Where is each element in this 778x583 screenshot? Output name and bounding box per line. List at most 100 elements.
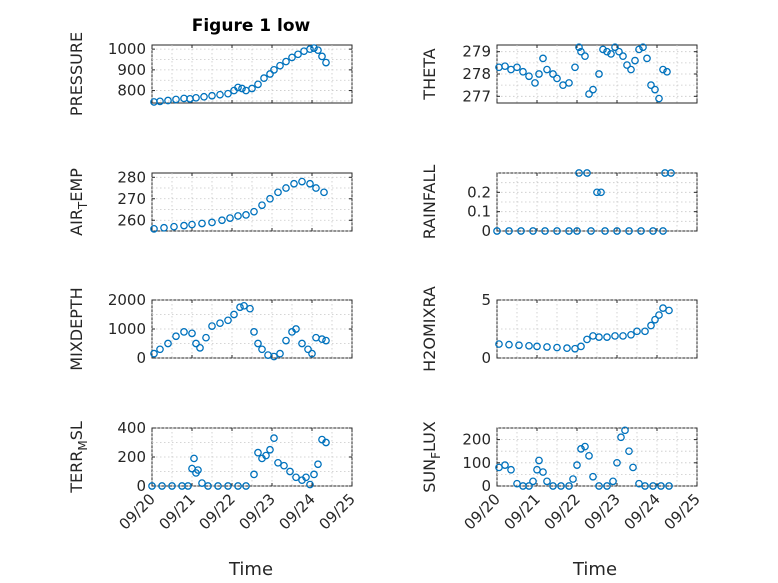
data-point: [310, 44, 318, 52]
data-point: [156, 345, 164, 354]
x-tick-label: 09/20: [461, 490, 504, 533]
data-point: [519, 67, 527, 76]
x-tick-label: 09/25: [316, 490, 359, 533]
data-point: [286, 467, 294, 476]
data-point: [665, 306, 673, 315]
y-tick-label: 1000: [108, 320, 146, 338]
data-point: [290, 179, 298, 188]
data-point: [224, 316, 232, 325]
data-point: [314, 460, 322, 469]
data-point: [637, 227, 645, 235]
y-tick-label: 2000: [108, 291, 146, 309]
data-point: [595, 482, 603, 490]
data-point: [577, 47, 585, 56]
y-tick-label: 100: [462, 454, 491, 472]
data-point: [603, 333, 611, 341]
y-tick-label: 900: [117, 61, 146, 79]
data-point: [569, 475, 577, 483]
data-point: [282, 336, 290, 345]
data-point: [180, 221, 188, 230]
data-point: [565, 227, 573, 235]
data-point: [160, 223, 168, 232]
data-point: [619, 52, 627, 61]
data-point: [629, 463, 637, 472]
data-point: [633, 327, 641, 336]
data-point: [266, 70, 274, 78]
data-point: [607, 50, 615, 58]
data-point: [583, 169, 591, 177]
data-point: [589, 472, 597, 481]
data-point: [563, 344, 571, 352]
data-point: [234, 212, 242, 220]
data-point: [172, 95, 180, 104]
data-point: [535, 456, 543, 465]
data-point: [202, 333, 210, 342]
subplot-1: 800 900 1000 PRESSURE: [67, 32, 353, 116]
data-point: [306, 179, 314, 188]
data-point: [192, 93, 200, 102]
y-tick-label: 0: [136, 477, 146, 495]
data-point: [310, 470, 318, 479]
y-tick-label: 278: [462, 65, 491, 83]
y-tick-label: 0: [136, 349, 146, 367]
subplot-4: 00.1 0.2 RAINFALL: [420, 165, 698, 240]
data-point: [304, 345, 312, 354]
data-point: [613, 227, 621, 235]
y-tick-label: 279: [462, 43, 491, 61]
data-point: [276, 349, 284, 358]
data-point: [224, 482, 232, 490]
data-point: [641, 482, 649, 490]
data-point: [505, 227, 513, 235]
data-point: [565, 482, 573, 490]
y-tick-label: 400: [117, 419, 146, 437]
y-tick-label: 0: [481, 349, 491, 367]
y-tick-label: 1000: [108, 40, 146, 58]
data-point: [216, 90, 224, 99]
data-point: [314, 46, 322, 55]
data-point: [164, 339, 172, 348]
data-point: [541, 227, 549, 235]
data-point: [493, 227, 501, 235]
data-point: [575, 169, 583, 177]
data-point: [320, 188, 328, 197]
y-tick-label: 200: [117, 448, 146, 466]
data-point: [585, 90, 593, 98]
data-point: [609, 477, 617, 486]
data-point: [649, 227, 657, 235]
data-point: [254, 80, 262, 89]
data-point: [164, 96, 172, 105]
x-tick-label: 09/22: [196, 490, 239, 533]
data-point: [525, 482, 533, 490]
data-point: [507, 465, 515, 474]
data-point: [495, 340, 503, 348]
data-point: [597, 188, 605, 197]
data-point: [585, 451, 593, 460]
data-point: [192, 339, 200, 348]
data-point: [274, 458, 282, 467]
data-point: [553, 227, 561, 235]
y-tick-label: 5: [481, 291, 491, 309]
data-point: [294, 50, 302, 59]
data-point: [577, 445, 585, 453]
data-point: [611, 43, 619, 52]
data-point: [180, 328, 188, 336]
data-point: [619, 332, 627, 340]
data-point: [250, 470, 258, 479]
data-point: [623, 61, 631, 69]
data-point: [246, 304, 254, 313]
data-point: [148, 482, 156, 490]
data-point: [208, 322, 216, 330]
data-point: [234, 482, 242, 490]
data-point: [156, 97, 164, 106]
data-point: [208, 91, 216, 100]
data-point: [312, 184, 320, 192]
data-point: [298, 339, 306, 348]
x-tick-label: 09/21: [501, 490, 544, 533]
y-axis-label: THETA: [420, 48, 439, 100]
y-tick-label: 0: [481, 477, 491, 495]
figure-title: Figure 1 low: [192, 16, 311, 36]
x-tick-label: 09/25: [661, 490, 704, 533]
x-axis-label-right: Time: [572, 559, 617, 580]
